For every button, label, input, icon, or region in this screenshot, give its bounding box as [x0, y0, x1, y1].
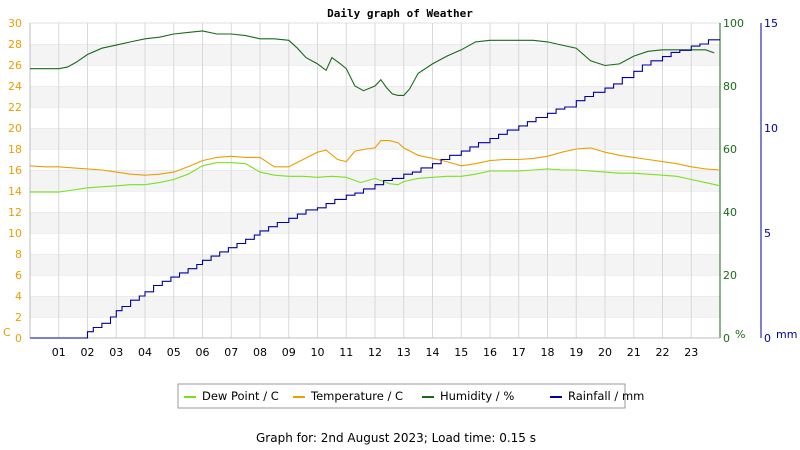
x-tick-label: 07 — [224, 346, 238, 359]
x-tick-label: 01 — [52, 346, 66, 359]
left-tick-label: 16 — [8, 164, 22, 177]
left-tick-label: 0 — [15, 332, 22, 345]
x-tick-label: 03 — [109, 346, 123, 359]
left-tick-label: 26 — [8, 59, 22, 72]
series-line-rainfall — [30, 39, 720, 339]
left-tick-label: 20 — [8, 122, 22, 135]
left-tick-label: 22 — [8, 101, 22, 114]
axes — [29, 23, 762, 339]
legend-label-temperature: Temperature / C — [310, 389, 403, 403]
rain-tick-label: 10 — [764, 122, 778, 135]
x-tick-label: 12 — [368, 346, 382, 359]
left-tick-label: 12 — [8, 206, 22, 219]
humidity-tick-label: 0 — [723, 332, 730, 345]
x-tick-label: 13 — [397, 346, 411, 359]
x-tick-label: 11 — [339, 346, 353, 359]
left-tick-label: 28 — [8, 38, 22, 51]
series-line-humidity — [30, 30, 715, 96]
legend-label-humidity: Humidity / % — [440, 389, 514, 403]
x-tick-label: 10 — [311, 346, 325, 359]
legend-label-rainfall: Rainfall / mm — [568, 389, 644, 403]
left-tick-label: 6 — [15, 269, 22, 282]
rain-tick-label: 15 — [764, 17, 778, 30]
x-tick-label: 17 — [512, 346, 526, 359]
tick-labels: 01 02 03 04 05 06 07 08 09 10 11 12 13 14 15 16 17 18 19 20… — [8, 17, 778, 359]
rain-axis-unit: mm — [776, 328, 797, 341]
left-tick-label: 14 — [8, 185, 22, 198]
left-tick-label: 2 — [15, 311, 22, 324]
x-tick-label: 23 — [684, 346, 698, 359]
x-tick-label: 06 — [196, 346, 210, 359]
x-tick-label: 21 — [627, 346, 641, 359]
legend: Dew Point / C Temperature / C Humidity / %… — [177, 383, 644, 409]
x-tick-label: 20 — [598, 346, 612, 359]
humidity-axis-unit: % — [735, 328, 745, 341]
x-tick-label: 15 — [454, 346, 468, 359]
chart-title: Daily graph of Weather — [327, 7, 473, 20]
x-tick-label: 22 — [656, 346, 670, 359]
series-line-temperature — [29, 140, 721, 176]
rain-tick-label: 0 — [764, 332, 771, 345]
legend-label-dew-point: Dew Point / C — [202, 389, 279, 403]
series-lines — [29, 30, 721, 339]
rain-tick-label: 5 — [764, 227, 771, 240]
left-tick-label: 8 — [15, 248, 22, 261]
left-tick-label: 4 — [15, 290, 22, 303]
left-tick-label: 24 — [8, 80, 22, 93]
chart-footer: Graph for: 2nd August 2023; Load time: 0… — [256, 431, 536, 445]
left-tick-label: 18 — [8, 143, 22, 156]
series-line-dew-point — [30, 162, 721, 193]
x-tick-label: 09 — [282, 346, 296, 359]
x-tick-label: 05 — [167, 346, 181, 359]
x-tick-label: 19 — [569, 346, 583, 359]
x-tick-label: 14 — [426, 346, 440, 359]
humidity-tick-label: 40 — [723, 206, 737, 219]
left-tick-label: 30 — [8, 17, 22, 30]
x-tick-label: 04 — [138, 346, 152, 359]
humidity-tick-label: 80 — [723, 80, 737, 93]
left-tick-label: 10 — [8, 227, 22, 240]
humidity-tick-label: 20 — [723, 269, 737, 282]
x-tick-label: 02 — [81, 346, 95, 359]
x-tick-label: 16 — [483, 346, 497, 359]
x-tick-label: 18 — [541, 346, 555, 359]
x-tick-label: 08 — [253, 346, 267, 359]
humidity-tick-label: 60 — [723, 143, 737, 156]
left-axis-unit: C — [3, 326, 11, 339]
humidity-tick-label: 100 — [723, 17, 744, 30]
